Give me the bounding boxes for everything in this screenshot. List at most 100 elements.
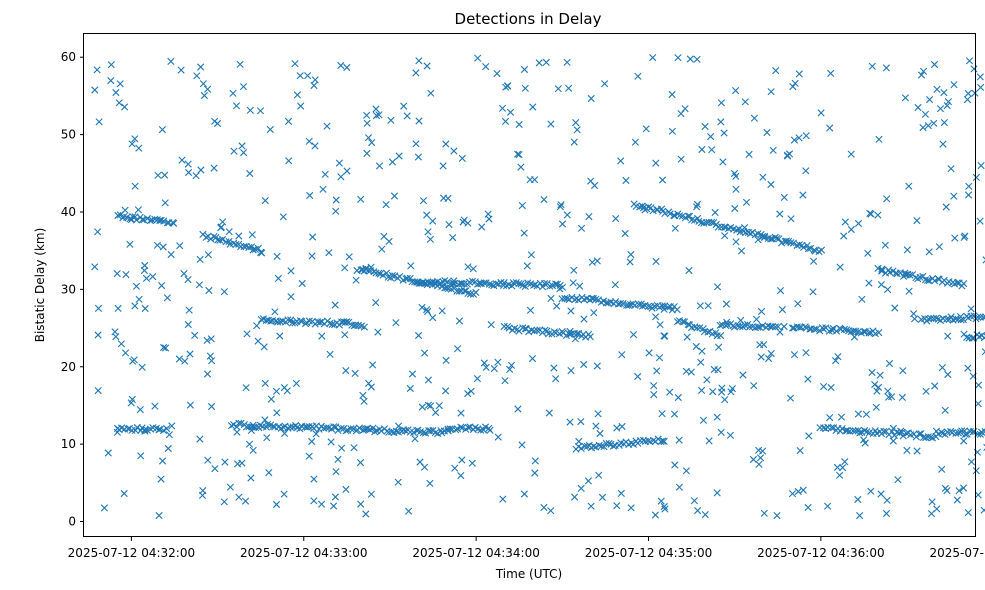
detection-point — [673, 306, 681, 314]
detection-point — [944, 98, 952, 106]
detection-point — [755, 460, 763, 468]
detection-point — [287, 267, 295, 275]
detection-point — [494, 358, 502, 366]
detection-point — [424, 228, 432, 236]
detection-point — [332, 196, 340, 204]
detection-point — [838, 425, 846, 433]
detection-point — [613, 424, 621, 432]
detection-point — [625, 301, 633, 309]
detection-point — [943, 102, 951, 110]
detection-point — [265, 469, 273, 477]
detection-point — [795, 70, 803, 78]
detection-point — [804, 503, 812, 512]
detection-point — [883, 496, 891, 504]
x-tick-label: 2025-07-12 04:36:00 — [757, 546, 884, 560]
detection-point — [305, 452, 313, 460]
detection-point — [131, 182, 139, 190]
detection-point — [573, 330, 581, 338]
detection-point — [884, 285, 892, 294]
detection-point — [617, 489, 625, 497]
detection-point — [954, 429, 962, 437]
detection-point — [674, 393, 682, 402]
detection-point — [794, 300, 802, 308]
detection-point — [652, 313, 660, 321]
detection-point — [638, 302, 647, 310]
detection-point — [550, 364, 558, 372]
detection-point — [384, 273, 392, 281]
detection-point — [899, 432, 907, 440]
detection-point — [634, 372, 642, 381]
detection-point — [210, 164, 218, 172]
detection-point — [385, 237, 393, 245]
detection-point — [776, 210, 784, 218]
detection-point — [204, 85, 212, 93]
detection-point — [914, 103, 922, 112]
detection-point — [506, 365, 514, 373]
detection-point — [940, 89, 948, 97]
detection-point — [298, 279, 306, 288]
detection-point — [783, 151, 791, 159]
detection-point — [769, 146, 777, 154]
detection-point — [677, 110, 685, 118]
detection-point — [206, 352, 214, 360]
detection-point — [703, 376, 711, 384]
detection-point — [421, 463, 429, 471]
detection-point — [211, 465, 219, 473]
detection-point — [246, 169, 254, 178]
detection-point — [547, 120, 555, 128]
detection-point — [596, 429, 604, 438]
y-tick-label: 0 — [68, 515, 76, 529]
x-tick-label: 2025-07-12 04:35:00 — [585, 546, 712, 560]
detection-point — [263, 434, 271, 442]
detection-point — [854, 219, 863, 228]
detection-point — [958, 427, 966, 435]
detection-point — [880, 427, 888, 436]
detection-point — [901, 94, 909, 102]
detection-point — [249, 246, 257, 254]
detection-point — [652, 257, 660, 265]
detection-point — [288, 319, 296, 327]
detection-point — [160, 217, 168, 225]
detection-point — [670, 410, 679, 418]
detection-point — [235, 232, 243, 240]
detection-point — [514, 405, 522, 413]
detection-point — [310, 497, 318, 505]
detection-point — [759, 173, 767, 181]
detection-point — [219, 218, 227, 226]
detection-point — [114, 211, 122, 220]
detection-point — [767, 350, 775, 358]
detection-point — [195, 281, 203, 289]
detection-point — [305, 423, 313, 431]
detection-point — [913, 217, 921, 225]
detection-point — [127, 399, 135, 407]
detection-point — [407, 262, 415, 270]
detection-point — [718, 388, 726, 396]
detection-point — [746, 323, 754, 331]
detection-point — [243, 330, 251, 338]
detection-point — [242, 423, 251, 431]
detection-point — [418, 403, 426, 411]
detection-point — [605, 439, 613, 448]
detection-point — [660, 502, 668, 511]
detection-point — [177, 66, 185, 74]
detection-point — [429, 314, 437, 322]
detection-point — [328, 320, 336, 328]
detection-point — [357, 195, 365, 203]
detection-point — [337, 61, 345, 70]
detection-point — [163, 294, 171, 302]
detection-point — [283, 387, 291, 395]
detection-point — [442, 140, 450, 148]
detection-point — [711, 208, 719, 217]
detection-point — [698, 145, 706, 154]
detection-point — [238, 142, 246, 150]
detection-point — [229, 89, 237, 97]
detection-point — [468, 277, 477, 285]
detection-point — [760, 509, 768, 517]
detection-point — [372, 299, 380, 307]
detection-point — [426, 235, 434, 243]
detection-point — [469, 265, 477, 273]
detection-point — [230, 421, 238, 429]
detection-point — [561, 294, 569, 303]
detection-point — [553, 302, 561, 310]
detection-point — [363, 111, 371, 119]
